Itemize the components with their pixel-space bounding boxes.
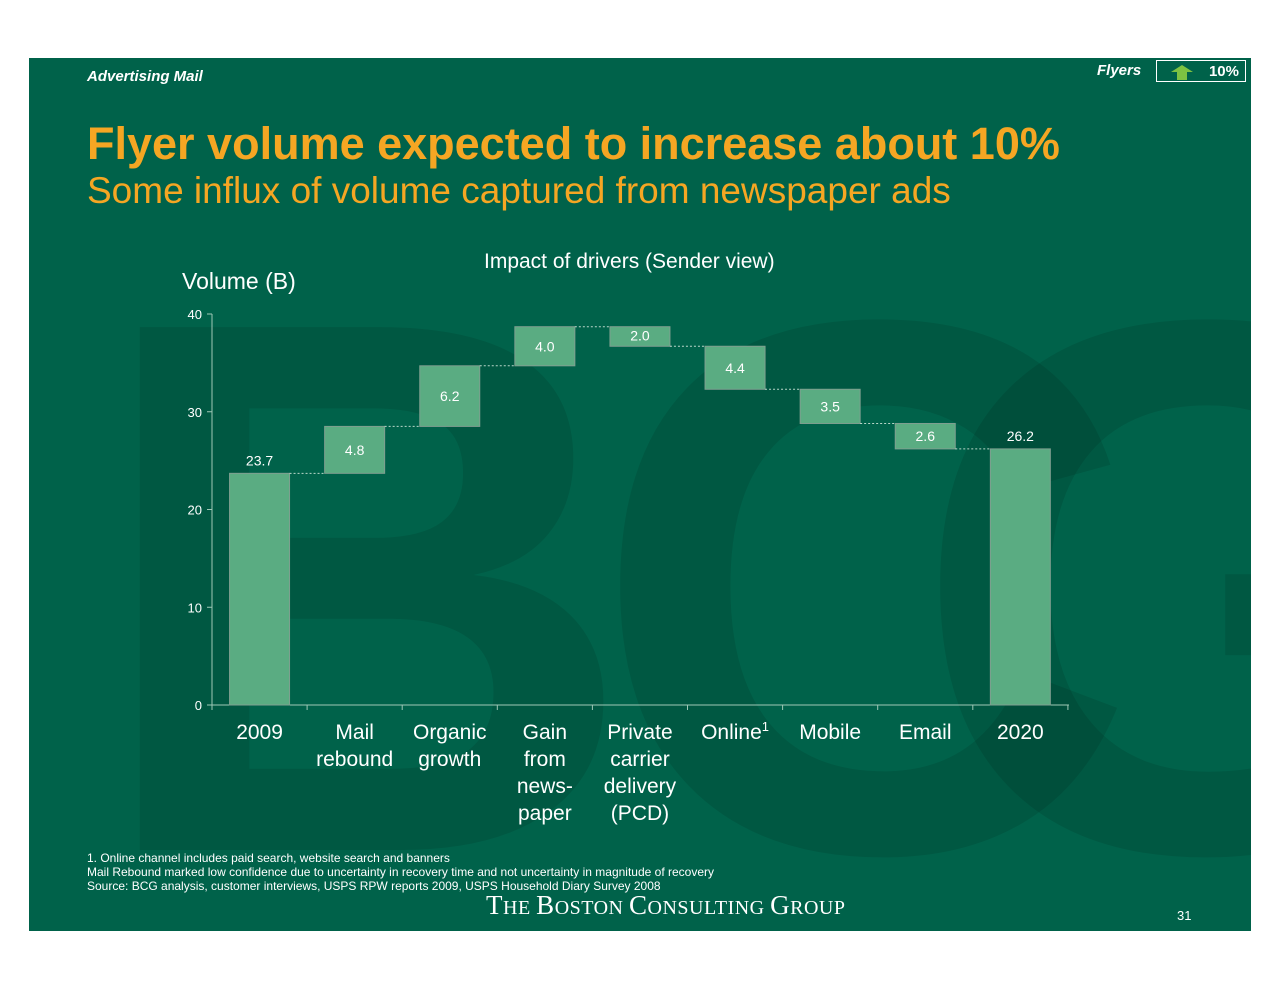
- category-label: paper: [518, 802, 572, 825]
- bar-mail: [324, 425, 386, 474]
- data-label: 26.2: [1007, 428, 1034, 444]
- y-tick-label: 40: [188, 307, 202, 322]
- data-label: 23.7: [246, 452, 273, 468]
- bar-mobile: [799, 388, 861, 424]
- waterfall-chart: 0 10 20 30 40 23.7 2009 4.8 Mail rebound 6.2 Organi…: [188, 307, 1069, 825]
- chart-title: Impact of drivers (Sender view): [484, 250, 775, 273]
- bar-email: [894, 422, 956, 450]
- footnote-mail-rebound: Mail Rebound marked low confidence due t…: [87, 865, 715, 879]
- watermark-letter-g: G: [909, 163, 1251, 932]
- bcg-logo: THE BOSTON CONSULTING GROUP: [486, 890, 846, 920]
- category-label: growth: [418, 748, 481, 771]
- category-label: Mail: [335, 721, 374, 744]
- footnote-online: 1. Online channel includes paid search, …: [87, 851, 450, 865]
- category-label: 2009: [236, 721, 283, 744]
- category-label: (PCD): [611, 802, 669, 825]
- category-label: Email: [899, 721, 952, 744]
- slide-title: Flyer volume expected to increase about …: [87, 118, 1060, 169]
- slide: B C G Advertising Mail Flyers 10% Flyer …: [29, 58, 1251, 931]
- category-label: Mobile: [799, 721, 861, 744]
- flyers-label: Flyers: [1097, 62, 1142, 79]
- category-label: delivery: [604, 775, 677, 798]
- category-label: news-: [517, 775, 573, 798]
- category-label: carrier: [610, 748, 670, 771]
- category-label: rebound: [316, 748, 393, 771]
- data-label: 6.2: [440, 388, 460, 404]
- bar-2020: [989, 448, 1051, 706]
- y-tick-label: 10: [188, 600, 202, 615]
- data-label: 4.8: [345, 442, 365, 458]
- badge-value: 10%: [1208, 63, 1239, 80]
- bar-gain: [514, 326, 576, 367]
- category-label: Organic: [413, 721, 487, 744]
- bar-online: [704, 345, 766, 390]
- section-label: Advertising Mail: [87, 68, 203, 85]
- y-axis-label: Volume (B): [182, 268, 296, 294]
- up-arrow-icon: [1171, 65, 1193, 80]
- bar-organic: [419, 365, 481, 427]
- data-label: 2.6: [916, 428, 936, 444]
- category-label: Online1: [701, 719, 769, 744]
- category-label: 2020: [997, 721, 1044, 744]
- category-superscript: 1: [762, 719, 769, 734]
- change-badge: 10%: [1156, 60, 1246, 82]
- y-tick-label: 0: [195, 698, 202, 713]
- category-label: Gain: [523, 721, 567, 744]
- data-label: 4.0: [535, 338, 555, 354]
- bar-private: [609, 326, 671, 347]
- y-tick-label: 20: [188, 503, 202, 518]
- footnote-source: Source: BCG analysis, customer interview…: [87, 879, 661, 893]
- category-label: Private: [607, 721, 672, 744]
- category-label: from: [524, 748, 566, 771]
- page-number: 31: [1177, 908, 1192, 923]
- y-tick-label: 30: [188, 405, 202, 420]
- slide-subtitle: Some influx of volume captured from news…: [87, 170, 951, 211]
- data-label: 3.5: [820, 398, 840, 414]
- data-label: 4.4: [725, 360, 745, 376]
- data-label: 2.0: [630, 328, 650, 344]
- bar-2009: [229, 472, 291, 706]
